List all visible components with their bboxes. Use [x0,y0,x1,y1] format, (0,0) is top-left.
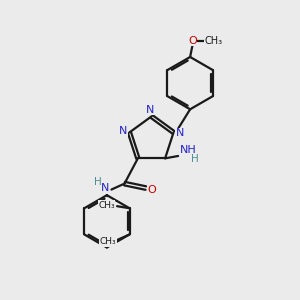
Text: NH: NH [180,145,196,155]
Text: H: H [94,176,102,187]
Text: O: O [148,184,156,195]
Text: CH₃: CH₃ [205,36,223,46]
Text: N: N [100,183,109,194]
Text: H: H [191,154,198,164]
Text: N: N [146,105,154,115]
Text: CH₃: CH₃ [100,237,116,246]
Text: CH₃: CH₃ [98,201,115,210]
Text: O: O [188,36,197,46]
Text: N: N [119,126,127,136]
Text: N: N [176,128,184,138]
